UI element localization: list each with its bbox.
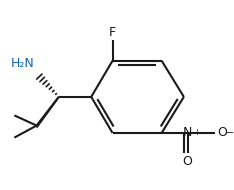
Text: O: O — [183, 155, 193, 168]
Text: F: F — [109, 26, 116, 39]
Text: N: N — [183, 127, 192, 139]
Text: +: + — [193, 128, 200, 137]
Text: H₂N: H₂N — [11, 57, 35, 70]
Text: O: O — [217, 127, 227, 139]
Text: −: − — [227, 128, 234, 138]
